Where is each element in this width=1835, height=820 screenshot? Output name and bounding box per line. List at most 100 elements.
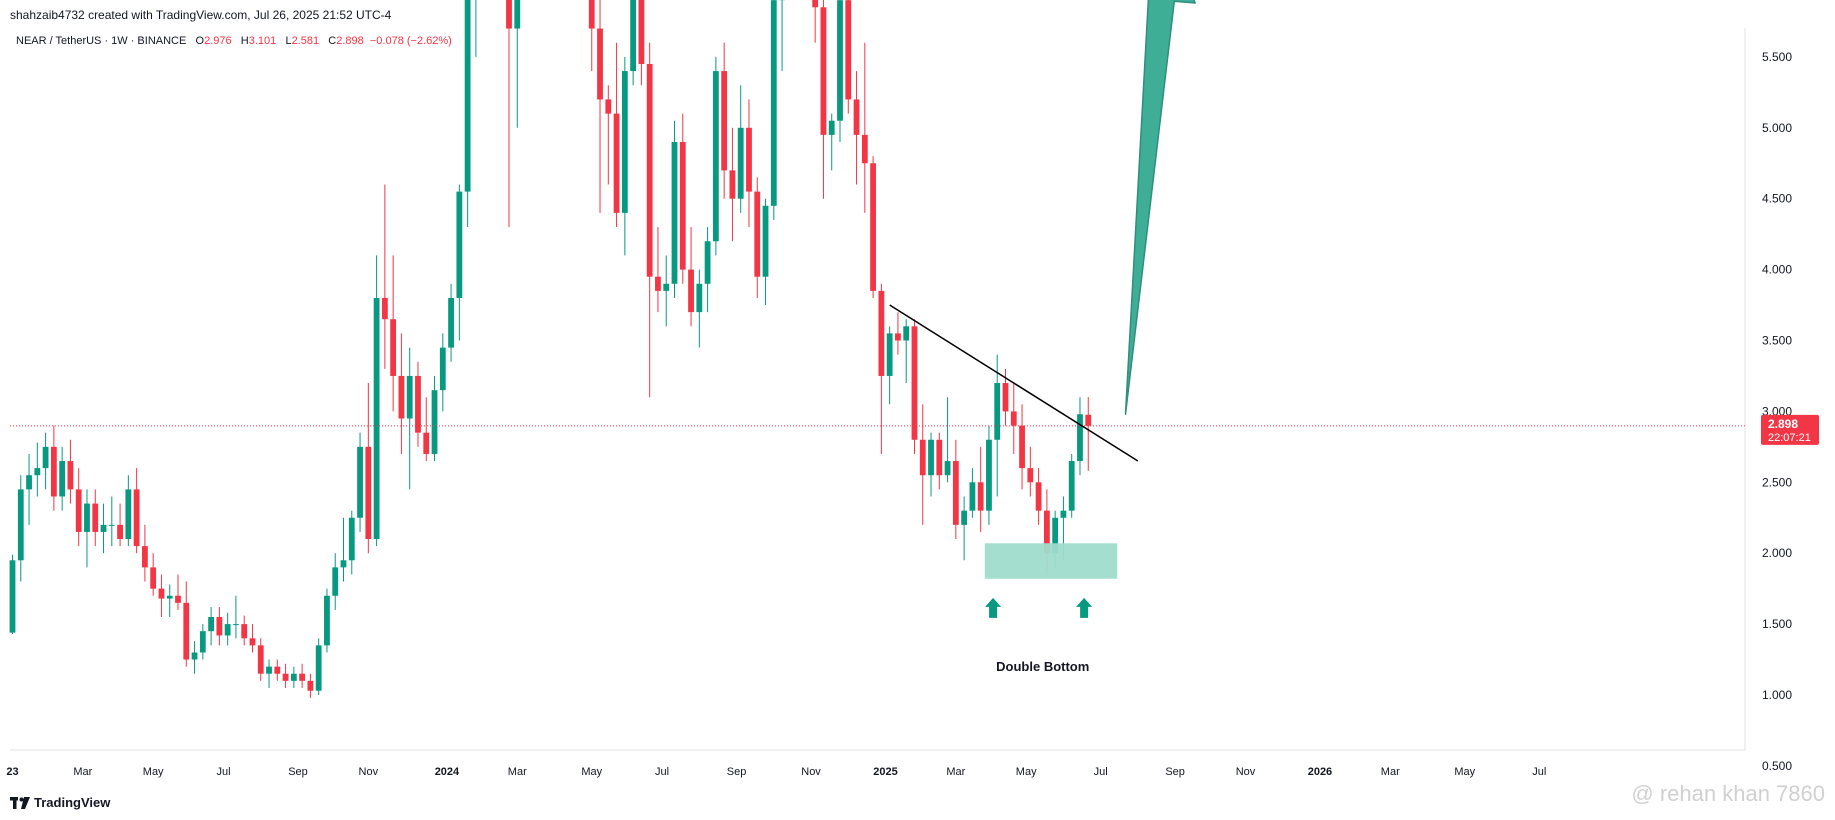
trendline[interactable] bbox=[889, 304, 1139, 462]
candle-body bbox=[307, 680, 314, 691]
candle-body bbox=[1052, 517, 1059, 554]
candle-body bbox=[456, 191, 463, 298]
candle-body bbox=[216, 617, 223, 636]
candle bbox=[50, 425, 57, 511]
candle-body bbox=[671, 141, 678, 284]
symbol-label[interactable]: NEAR / TetherUS · 1W · BINANCE bbox=[16, 35, 187, 47]
time-tick-label: 23 bbox=[6, 766, 18, 778]
candle bbox=[117, 503, 123, 547]
candle bbox=[779, 0, 785, 72]
candle bbox=[59, 446, 66, 511]
plot-border bbox=[10, 28, 1746, 751]
candle bbox=[365, 383, 372, 554]
candle-body bbox=[514, 0, 521, 29]
candle bbox=[390, 255, 397, 412]
candle bbox=[837, 0, 843, 142]
candle bbox=[638, 0, 645, 86]
candle bbox=[84, 489, 90, 568]
candle bbox=[588, 0, 595, 72]
candle-body bbox=[373, 297, 380, 540]
candle-body bbox=[208, 617, 214, 632]
candle-body bbox=[721, 71, 728, 171]
candle-body bbox=[108, 524, 115, 526]
time-tick-label: 2025 bbox=[873, 766, 897, 778]
candle bbox=[597, 0, 603, 213]
last-price-badge[interactable] bbox=[1761, 414, 1819, 445]
candle bbox=[373, 255, 380, 547]
candle bbox=[613, 42, 620, 228]
candle-body bbox=[952, 461, 959, 525]
candle bbox=[108, 496, 115, 547]
candle-body bbox=[936, 439, 943, 476]
candle bbox=[406, 347, 413, 490]
candle-body bbox=[1043, 510, 1050, 554]
candle bbox=[671, 120, 678, 298]
chart-credit: shahzaib4732 created with TradingView.co… bbox=[10, 8, 392, 22]
candle bbox=[448, 283, 454, 362]
candle bbox=[423, 397, 430, 462]
time-tick-label: Sep bbox=[727, 766, 747, 778]
candle bbox=[812, 0, 819, 43]
candle bbox=[919, 404, 926, 525]
price-axis[interactable]: 0.5001.0001.5002.0002.5003.0003.5004.000… bbox=[1755, 0, 1819, 773]
candle-body bbox=[928, 439, 934, 476]
target-arrow-icon[interactable] bbox=[1124, 0, 1196, 415]
time-axis[interactable]: 23 Mar May Jul Sep Nov 2024 Mar May Jul Sep Nov 2025… bbox=[6, 766, 1546, 778]
candle-body bbox=[845, 0, 852, 100]
candle-body bbox=[812, 0, 819, 8]
candle-body bbox=[969, 482, 976, 511]
candle bbox=[398, 333, 405, 454]
candle bbox=[1077, 397, 1083, 476]
candle-body bbox=[17, 489, 24, 561]
time-tick-label: Nov bbox=[801, 766, 821, 778]
candle-body bbox=[224, 624, 231, 636]
candle bbox=[456, 184, 463, 341]
candle-body bbox=[828, 120, 835, 135]
candles-layer bbox=[9, 0, 1092, 698]
candle-body bbox=[390, 319, 397, 376]
time-tick-label: Sep bbox=[1165, 766, 1185, 778]
candle-body bbox=[588, 0, 595, 29]
tradingview-logo-icon bbox=[10, 796, 30, 809]
low-label: L bbox=[285, 35, 292, 47]
drawings-layer[interactable]: Double Bottom bbox=[10, 0, 1745, 674]
candle-body bbox=[994, 383, 1001, 440]
support-zone[interactable] bbox=[984, 543, 1118, 579]
candle-body bbox=[133, 489, 140, 547]
up-arrow-icon[interactable] bbox=[985, 597, 1002, 618]
last-price-value: 2.898 bbox=[1768, 417, 1798, 431]
candle-body bbox=[737, 127, 744, 199]
price-tick-label: 4.500 bbox=[1762, 192, 1792, 206]
candle-body bbox=[340, 560, 347, 568]
time-tick-label: May bbox=[1016, 766, 1037, 778]
candle-body bbox=[233, 624, 239, 626]
candle-body bbox=[183, 602, 190, 660]
candle bbox=[274, 659, 281, 681]
up-arrow-icon[interactable] bbox=[1076, 597, 1093, 618]
candle-body bbox=[199, 631, 206, 653]
candle-body bbox=[1010, 411, 1017, 426]
candle-body bbox=[754, 191, 761, 277]
time-tick-label: Sep bbox=[288, 766, 308, 778]
candle bbox=[1085, 397, 1092, 471]
candle-body bbox=[257, 645, 264, 674]
candle-body bbox=[299, 673, 306, 681]
time-tick-label: May bbox=[581, 766, 602, 778]
candle-body bbox=[166, 595, 173, 599]
candle-body bbox=[191, 652, 198, 660]
candle bbox=[655, 227, 661, 313]
candle-body bbox=[50, 446, 57, 497]
candle bbox=[679, 113, 686, 284]
candle-body bbox=[646, 63, 653, 277]
time-tick-label: Mar bbox=[508, 766, 527, 778]
price-tick-label: 0.500 bbox=[1762, 759, 1792, 773]
price-tick-label: 5.000 bbox=[1762, 121, 1792, 135]
candle bbox=[1027, 446, 1034, 497]
candle-body bbox=[663, 283, 670, 291]
candle bbox=[233, 595, 239, 639]
tradingview-logo[interactable]: TradingView bbox=[10, 795, 110, 810]
candle bbox=[191, 641, 198, 674]
candle bbox=[961, 496, 968, 561]
candle bbox=[92, 489, 99, 547]
